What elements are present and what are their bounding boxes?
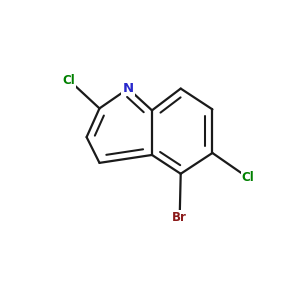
Text: Cl: Cl [63,74,75,87]
Text: N: N [123,82,134,95]
Text: Cl: Cl [242,171,255,184]
Text: Br: Br [172,211,187,224]
